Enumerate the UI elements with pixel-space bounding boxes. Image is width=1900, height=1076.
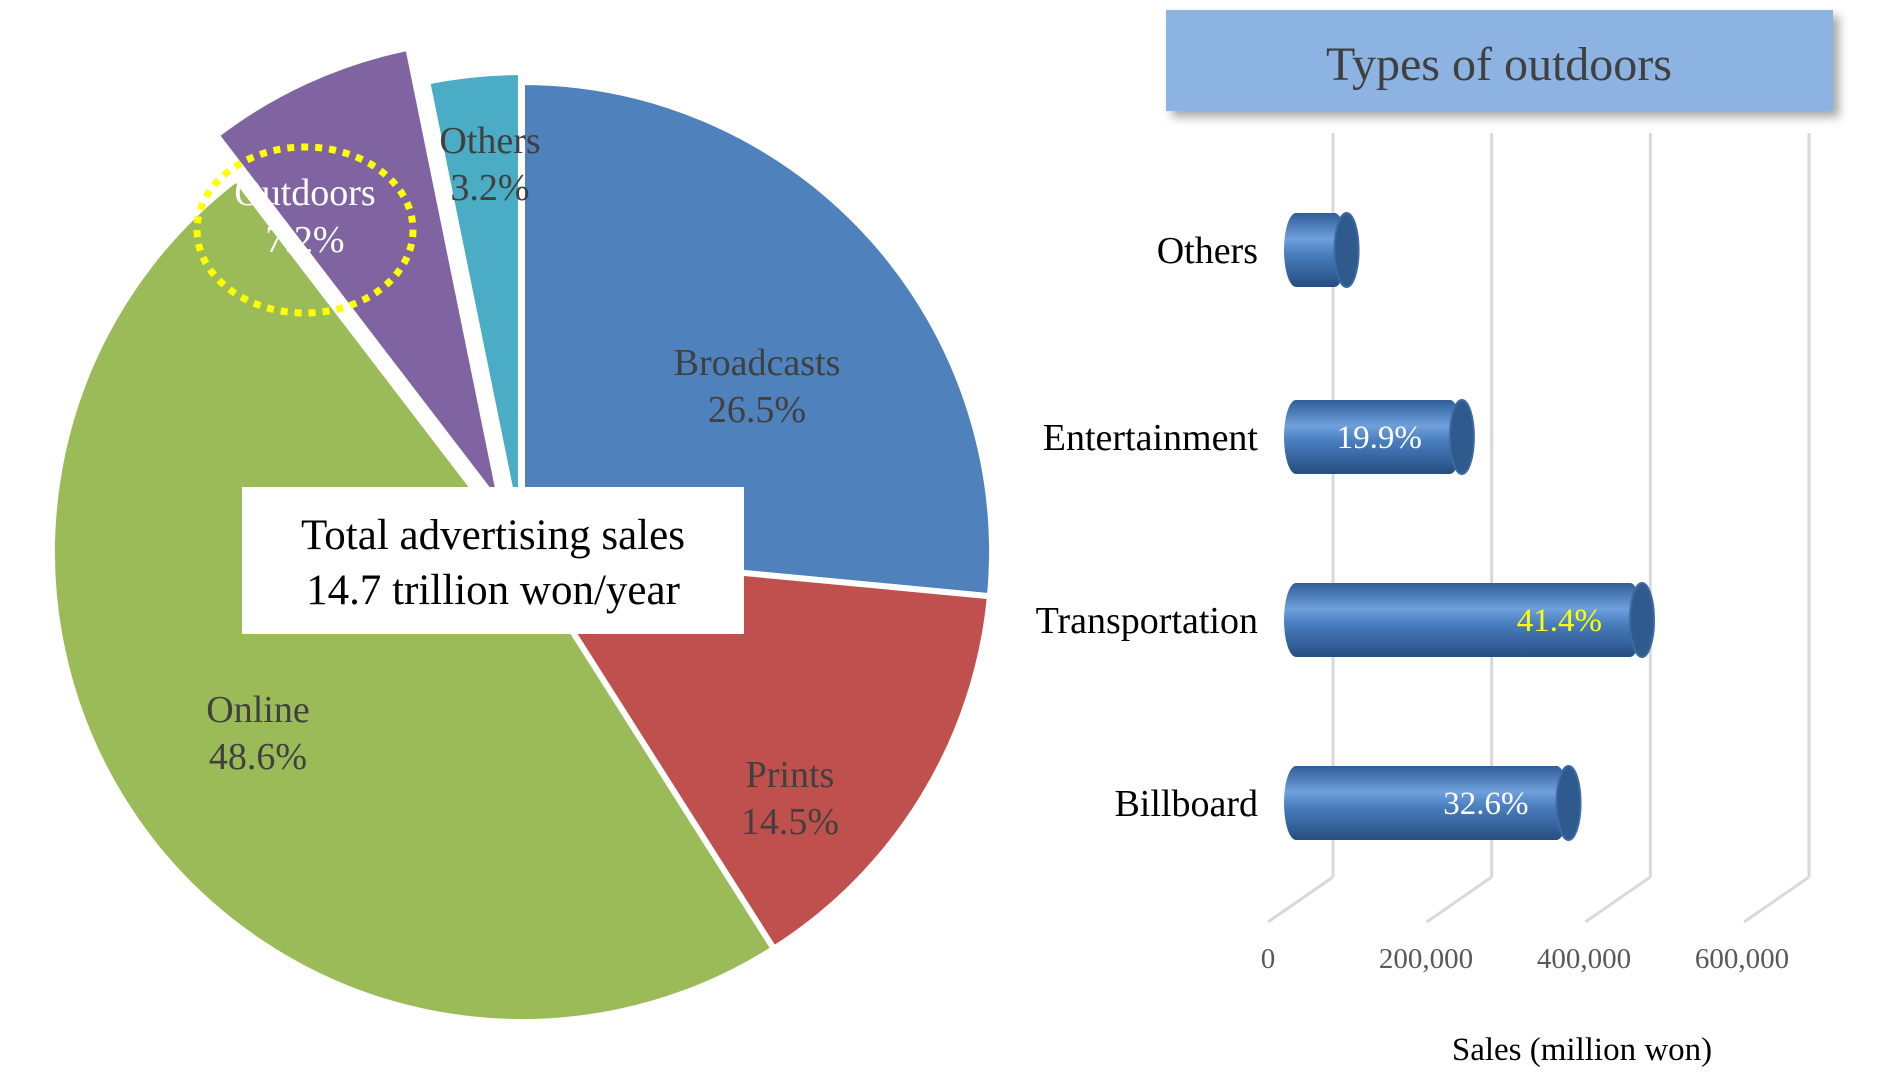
data-label-transportation: 41.4%	[1517, 603, 1602, 639]
bar-cap-transportation	[1629, 582, 1656, 658]
bar-chart-title: Types of outdoors	[1326, 38, 1672, 91]
category-label-entertainment: Entertainment	[1043, 417, 1259, 459]
x-tick-label: 200,000	[1379, 943, 1473, 975]
floor-gridline	[1267, 875, 1334, 924]
pie-slice-broadcasts	[519, 79, 995, 600]
bar-cap-entertainment	[1448, 399, 1475, 475]
data-label-entertainment: 19.9%	[1337, 420, 1422, 456]
pie-value-others: 3.2%	[450, 167, 529, 209]
total-sales-line2: 14.7 trillion won/year	[306, 567, 680, 614]
category-label-others: Others	[1157, 230, 1258, 272]
pie-label-outdoors: Outdoors	[234, 172, 375, 214]
pie-slice-outdoors	[213, 44, 506, 512]
pie-label-others: Others	[439, 120, 540, 162]
total-sales-line1: Total advertising sales	[301, 512, 685, 559]
floor-gridline	[1425, 875, 1493, 924]
bar-entertainment	[1284, 400, 1462, 474]
bar-cap-billboard	[1555, 765, 1582, 841]
x-axis-label: Sales (million won)	[1452, 1032, 1712, 1068]
data-label-billboard: 32.6%	[1443, 786, 1528, 822]
pie-value-online: 48.6%	[209, 736, 307, 778]
x-tick-label: 0	[1261, 943, 1276, 975]
pie-slice-others	[424, 69, 524, 546]
pie-label-broadcasts: Broadcasts	[674, 342, 841, 384]
bar-chart-title-banner: Types of outdoors	[1166, 10, 1833, 111]
category-label-billboard: Billboard	[1114, 783, 1258, 825]
bar-billboard	[1284, 766, 1569, 840]
floor-gridline	[1743, 875, 1810, 924]
total-sales-box-bg	[242, 487, 744, 634]
bar-chart: 0 200,000 400,000 600,000 Billboard 32.6% Tran…	[1036, 133, 1811, 975]
title-banner-bg	[1166, 10, 1833, 111]
x-tick-label: 600,000	[1695, 943, 1789, 975]
pie-value-broadcasts: 26.5%	[708, 389, 806, 431]
pie-value-prints: 14.5%	[741, 801, 839, 843]
pie-value-outdoors: 7.2%	[265, 219, 344, 261]
pie-slice-prints	[519, 549, 993, 952]
bar-transportation	[1284, 583, 1643, 657]
total-sales-box: Total advertising sales 14.7 trillion wo…	[242, 487, 744, 634]
pie-label-prints: Prints	[746, 754, 835, 796]
category-label-transportation: Transportation	[1036, 600, 1258, 642]
bar-others	[1284, 213, 1347, 287]
pie-label-online: Online	[206, 689, 309, 731]
outdoors-highlight-ring	[193, 143, 417, 317]
bar-cap-others	[1333, 212, 1360, 288]
floor-gridline	[1584, 875, 1652, 924]
x-tick-label: 400,000	[1537, 943, 1631, 975]
